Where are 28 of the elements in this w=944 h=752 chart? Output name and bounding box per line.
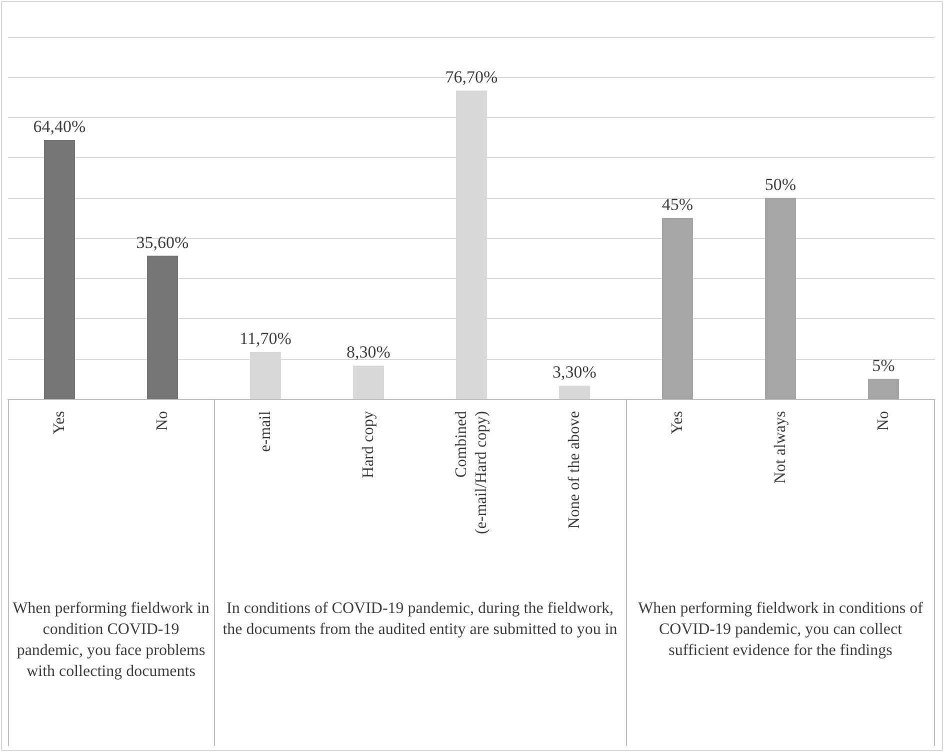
x-tick-label: e-mail bbox=[257, 410, 274, 452]
x-tick-label: No bbox=[154, 411, 171, 431]
x-tick-label: Yes bbox=[669, 411, 686, 434]
data-label: 11,70% bbox=[240, 328, 292, 348]
text: When performing fieldwork in condition COVID-19 pandemic, you face problems with collecting documents bbox=[12, 599, 210, 682]
text: When performing fieldwork in conditions of COVID-19 pandemic, you can collect sufficient evidence for the findings bbox=[637, 599, 924, 661]
data-label: 35,60% bbox=[136, 232, 189, 252]
x-tick-label: No bbox=[875, 411, 892, 431]
data-label: 8,30% bbox=[346, 342, 390, 362]
x-tick-label: Not always bbox=[772, 411, 789, 484]
data-label: 45% bbox=[662, 195, 694, 214]
x-tick-label: Yes bbox=[51, 411, 68, 434]
text: In conditions of COVID-19 pandemic, during the fieldwork, the documents from the audited entity are submitted to you in bbox=[222, 599, 618, 640]
data-label: 64,40% bbox=[33, 116, 86, 136]
x-tick-label: Combined (e-mail/Hard copy) bbox=[453, 411, 490, 534]
x-tick-label: None of the above bbox=[566, 411, 583, 529]
bar bbox=[868, 378, 899, 399]
bar bbox=[353, 366, 384, 399]
bar bbox=[765, 198, 796, 399]
bar bbox=[559, 386, 590, 399]
data-label: 50% bbox=[764, 174, 796, 194]
data-label: 5% bbox=[872, 356, 895, 375]
bar bbox=[662, 218, 693, 399]
x-tick-label: Hard copy bbox=[360, 411, 377, 478]
bar bbox=[44, 140, 75, 399]
data-label: 3,30% bbox=[552, 362, 596, 382]
bar bbox=[147, 256, 178, 399]
data-label: 76,70% bbox=[445, 67, 498, 86]
